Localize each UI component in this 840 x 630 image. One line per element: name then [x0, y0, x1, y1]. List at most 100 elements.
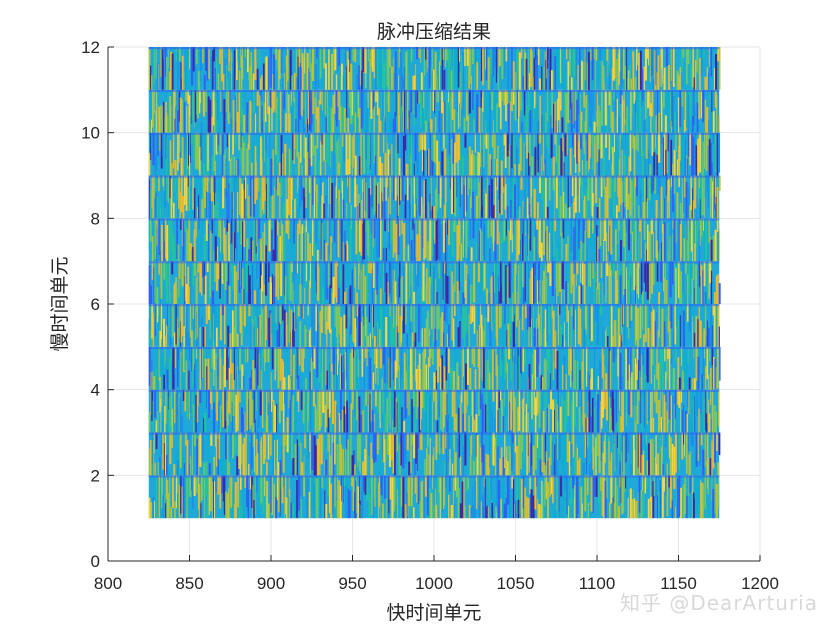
mesh-streak	[285, 389, 288, 422]
mesh-streak	[618, 356, 620, 390]
mesh-streak	[663, 221, 666, 262]
mesh-streak	[694, 396, 696, 433]
mesh-streak	[202, 327, 205, 347]
mesh-streak	[388, 389, 390, 424]
mesh-streak	[715, 196, 717, 219]
mesh-streak	[320, 141, 321, 176]
mesh-streak	[412, 495, 414, 519]
mesh-streak	[626, 218, 628, 233]
mesh-streak	[275, 175, 278, 191]
mesh-streak	[259, 442, 261, 476]
mesh-streak	[202, 475, 205, 498]
mesh-streak	[195, 218, 197, 238]
mesh-streak	[364, 97, 367, 133]
mesh-streak	[700, 89, 703, 119]
mesh-streak	[376, 321, 378, 347]
mesh-streak	[177, 200, 179, 219]
mesh-streak	[472, 389, 474, 432]
mesh-streak	[562, 335, 565, 347]
mesh-streak	[214, 175, 216, 205]
mesh-streak	[344, 47, 346, 70]
mesh-streak	[379, 288, 382, 304]
mesh-streak	[175, 89, 177, 113]
mesh-streak	[236, 47, 238, 80]
mesh-streak	[255, 113, 257, 133]
mesh-streak	[526, 190, 528, 219]
mesh-streak	[514, 346, 516, 364]
mesh-streak	[453, 218, 456, 233]
mesh-streak	[397, 92, 400, 133]
mesh-streak	[286, 89, 288, 131]
mesh-streak	[453, 432, 455, 449]
mesh-streak	[605, 373, 608, 390]
mesh-streak	[200, 503, 202, 519]
mesh-streak	[634, 304, 637, 346]
mesh-streak	[404, 389, 407, 419]
mesh-streak	[585, 140, 587, 176]
mesh-streak	[435, 370, 437, 390]
mesh-streak	[516, 389, 518, 431]
mesh-streak	[713, 405, 716, 433]
mesh-streak	[178, 47, 181, 62]
mesh-streak	[533, 189, 536, 219]
mesh-streak	[293, 47, 294, 59]
mesh-streak	[276, 97, 278, 133]
mesh-streak	[177, 346, 179, 388]
mesh-streak	[579, 132, 581, 172]
mesh-streak	[214, 192, 217, 219]
mesh-streak	[552, 462, 555, 476]
mesh-streak	[446, 393, 449, 433]
mesh-streak	[629, 175, 632, 216]
mesh-streak	[552, 218, 555, 258]
mesh-streak	[369, 357, 372, 390]
mesh-streak	[149, 89, 152, 128]
mesh-streak	[434, 51, 437, 90]
mesh-streak	[214, 236, 217, 262]
mesh-streak	[499, 346, 502, 377]
mesh-streak	[557, 304, 560, 346]
mesh-streak	[698, 175, 700, 203]
mesh-streak	[670, 120, 672, 133]
mesh-streak	[329, 175, 331, 205]
mesh-streak	[443, 389, 445, 428]
mesh-streak	[203, 163, 206, 176]
mesh-streak	[206, 190, 207, 219]
mesh-streak	[199, 261, 202, 293]
mesh-streak	[709, 475, 711, 487]
mesh-streak	[162, 132, 164, 156]
mesh-streak	[413, 304, 415, 342]
mesh-streak	[204, 326, 206, 347]
mesh-streak	[428, 148, 430, 176]
mesh-streak	[474, 368, 477, 390]
mesh-streak	[434, 328, 437, 347]
mesh-streak	[520, 132, 522, 171]
mesh-streak	[453, 318, 455, 347]
mesh-streak	[579, 309, 582, 347]
mesh-streak	[534, 146, 537, 176]
mesh-streak	[657, 330, 659, 347]
mesh-streak	[555, 288, 557, 304]
mesh-streak	[377, 346, 379, 385]
mesh-streak	[551, 219, 553, 262]
mesh-streak	[385, 389, 387, 418]
mesh-streak	[656, 432, 658, 465]
mesh-streak	[653, 432, 655, 464]
mesh-streak	[190, 89, 192, 124]
mesh-row-edge	[148, 389, 720, 392]
mesh-streak	[264, 304, 267, 347]
mesh-streak	[628, 389, 631, 415]
mesh-streak	[649, 475, 651, 503]
mesh-streak	[556, 475, 558, 511]
mesh-streak	[599, 110, 601, 133]
mesh-streak	[650, 175, 652, 209]
mesh-streak	[392, 419, 393, 433]
mesh-streak	[375, 185, 378, 219]
mesh-streak	[528, 432, 530, 473]
mesh-streak	[571, 304, 573, 317]
mesh-streak	[423, 47, 425, 90]
mesh-streak	[241, 109, 244, 133]
mesh-streak	[609, 89, 611, 106]
mesh-streak	[165, 335, 167, 347]
mesh-streak	[209, 135, 212, 176]
mesh-streak	[229, 218, 232, 245]
